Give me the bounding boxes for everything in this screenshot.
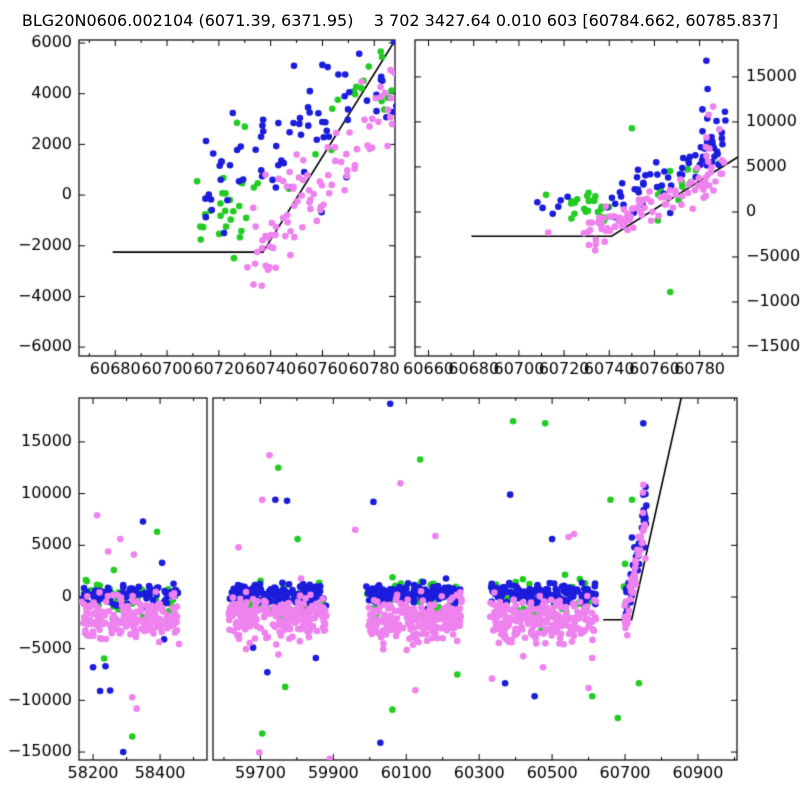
figure-title: BLG20N0606.002104 (6071.39, 6371.95) 3 7… <box>21 11 779 30</box>
